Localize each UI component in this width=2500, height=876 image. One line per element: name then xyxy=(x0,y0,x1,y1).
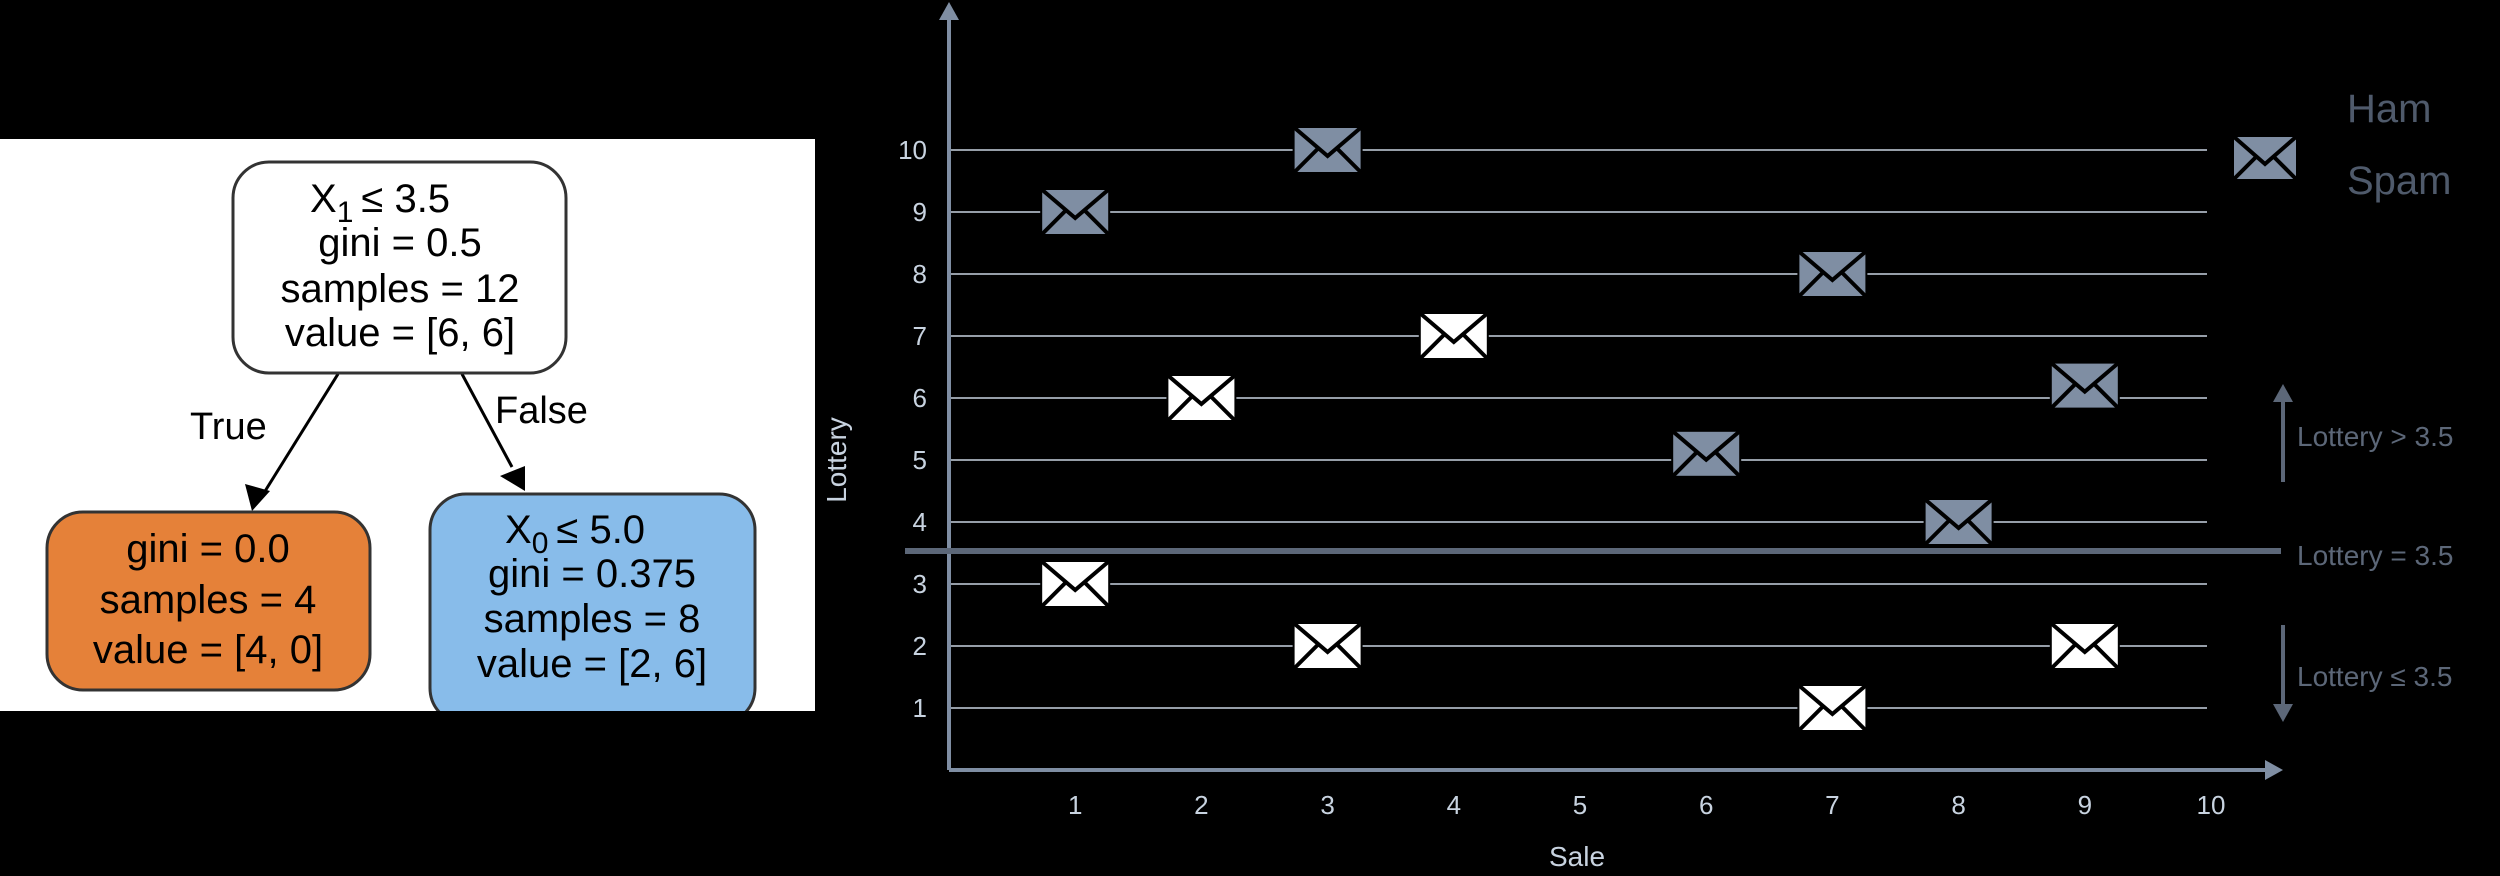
x-tick-label-6: 6 xyxy=(1699,790,1713,820)
x-tick-label-10: 10 xyxy=(2197,790,2226,820)
right-gini: gini = 0.375 xyxy=(488,552,696,596)
scatter-chart-svg: 1 2 3 4 5 6 7 8 9 10 1 2 3 4 5 6 7 8 9 10 Sale Lottery Ham… xyxy=(821,2,2453,872)
y-tick-label-8: 8 xyxy=(913,259,927,289)
spam-point-4-envelope-icon xyxy=(2049,361,2121,411)
y-tick-label-2: 2 xyxy=(913,631,927,661)
right-node-box xyxy=(428,492,757,711)
below-arrowhead xyxy=(2273,704,2293,722)
y-tick-label-10: 10 xyxy=(898,135,927,165)
data-points xyxy=(1039,125,2121,733)
x-tick-label-8: 8 xyxy=(1951,790,1965,820)
ham-point-2-envelope-icon xyxy=(1418,311,1490,361)
y-tick-label-5: 5 xyxy=(913,445,927,475)
tree-node-root: X1 ≤ 3.5 gini = 0.5 samples = 12 value = … xyxy=(231,160,568,375)
decision-tree-panel: True False X1 ≤ 3.5 gini = 0.5 samples = … xyxy=(0,139,815,711)
legend: Ham Spam xyxy=(2231,87,2452,203)
tree-edge-true xyxy=(260,373,340,497)
y-tick-label-9: 9 xyxy=(913,197,927,227)
y-tick-labels: 1 2 3 4 5 6 7 8 9 10 xyxy=(898,135,927,723)
spam-point-2-envelope-icon xyxy=(1292,125,1364,175)
tree-node-left: gini = 0.0 samples = 4 value = [4, 0] xyxy=(45,510,372,692)
y-tick-label-4: 4 xyxy=(913,507,927,537)
y-tick-label-1: 1 xyxy=(913,693,927,723)
legend-spam-envelope-icon xyxy=(2231,134,2299,182)
legend-spam-label: Spam xyxy=(2347,159,2452,203)
y-tick-label-6: 6 xyxy=(913,383,927,413)
edge-false-arrowhead xyxy=(500,466,525,491)
x-tick-label-5: 5 xyxy=(1573,790,1587,820)
grid-lines xyxy=(949,149,2207,709)
edge-false-label: False xyxy=(495,390,588,432)
root-node-box xyxy=(231,160,568,375)
scatter-chart: 1 2 3 4 5 6 7 8 9 10 1 2 3 4 5 6 7 8 9 10 Sale Lottery Ham… xyxy=(815,0,2500,876)
left-samples: samples = 4 xyxy=(100,578,317,622)
right-samples: samples = 8 xyxy=(484,597,701,641)
ham-point-1-envelope-icon xyxy=(1165,373,1237,423)
tree-node-right: X0 ≤ 5.0 gini = 0.375 samples = 8 value =… xyxy=(428,492,757,711)
annotation-above: Lottery > 3.5 xyxy=(2297,421,2453,452)
x-axis-arrowhead xyxy=(2265,760,2283,780)
left-node-box xyxy=(45,510,372,692)
left-gini: gini = 0.0 xyxy=(126,527,289,571)
ham-point-6-envelope-icon xyxy=(2049,621,2121,671)
decision-tree: True False X1 ≤ 3.5 gini = 0.5 samples = … xyxy=(45,160,757,711)
x-tick-label-1: 1 xyxy=(1068,790,1082,820)
root-samples: samples = 12 xyxy=(280,267,519,311)
ham-point-4-envelope-icon xyxy=(1292,621,1364,671)
y-tick-label-3: 3 xyxy=(913,569,927,599)
root-gini: gini = 0.5 xyxy=(318,221,481,265)
above-arrowhead xyxy=(2273,384,2293,402)
y-axis-arrowhead xyxy=(939,2,959,20)
axes xyxy=(939,2,2283,780)
spam-point-6-envelope-icon xyxy=(1923,497,1995,547)
x-tick-label-4: 4 xyxy=(1447,790,1461,820)
tree-edge-false xyxy=(460,373,514,468)
legend-ham-label: Ham xyxy=(2347,87,2431,131)
x-tick-label-9: 9 xyxy=(2078,790,2092,820)
annotation-below: Lottery ≤ 3.5 xyxy=(2297,661,2452,692)
x-tick-label-2: 2 xyxy=(1194,790,1208,820)
spam-point-1-envelope-icon xyxy=(1039,187,1111,237)
x-tick-label-7: 7 xyxy=(1825,790,1839,820)
root-split-var: X1 ≤ 3.5 xyxy=(310,177,450,229)
spam-point-3-envelope-icon xyxy=(1796,249,1868,299)
x-tick-label-3: 3 xyxy=(1320,790,1334,820)
edge-true-label: True xyxy=(190,406,267,448)
edge-true-arrowhead xyxy=(245,484,270,511)
right-value: value = [2, 6] xyxy=(477,642,707,686)
root-value: value = [6, 6] xyxy=(285,311,515,355)
x-tick-labels: 1 2 3 4 5 6 7 8 9 10 xyxy=(1068,790,2225,820)
annotation-equal: Lottery = 3.5 xyxy=(2297,540,2453,571)
ham-point-3-envelope-icon xyxy=(1039,559,1111,609)
y-tick-label-7: 7 xyxy=(913,321,927,351)
spam-point-5-envelope-icon xyxy=(1670,429,1742,479)
x-axis-title: Sale xyxy=(1549,841,1605,872)
left-value: value = [4, 0] xyxy=(93,628,323,672)
y-axis-title: Lottery xyxy=(821,417,852,503)
ham-point-5-envelope-icon xyxy=(1796,683,1868,733)
region-annotations: Lottery > 3.5 Lottery = 3.5 Lottery ≤ 3.… xyxy=(2273,384,2453,722)
right-split-var: X0 ≤ 5.0 xyxy=(505,508,645,560)
